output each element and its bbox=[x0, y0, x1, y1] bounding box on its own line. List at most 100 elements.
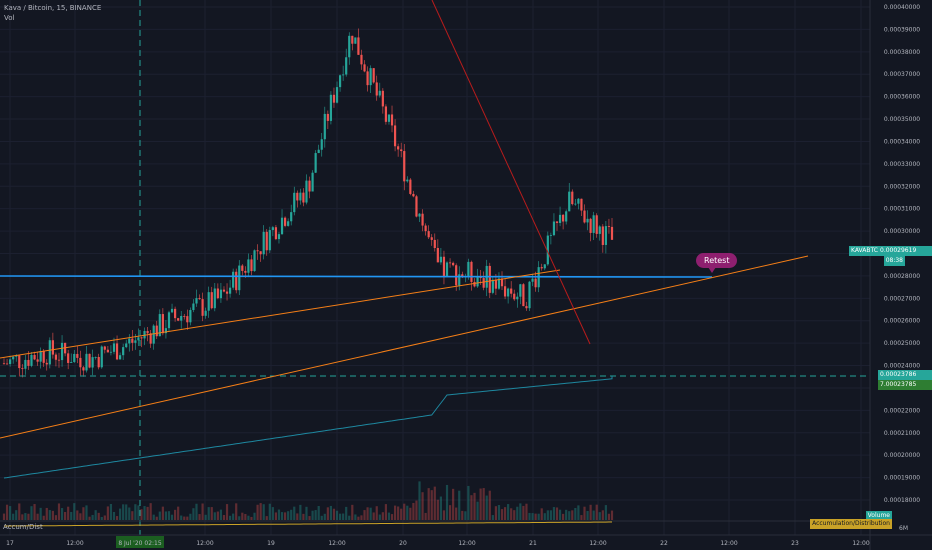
volume-bar bbox=[338, 513, 342, 520]
candle-body bbox=[473, 281, 476, 287]
candle-body bbox=[238, 265, 241, 291]
retest-callout[interactable]: Retest bbox=[696, 253, 738, 273]
volume-bar bbox=[464, 511, 467, 520]
candle-body bbox=[27, 359, 30, 366]
time-axis: 17 12:00 12:00 19 12:00 20 12:00 21 12:00 22 12:00… bbox=[6, 540, 870, 547]
candle-body bbox=[500, 278, 504, 287]
volume-bar bbox=[592, 510, 595, 520]
volume-bar bbox=[39, 507, 42, 520]
candle-body bbox=[277, 234, 281, 240]
candle-body bbox=[378, 90, 381, 96]
candle-body bbox=[18, 355, 21, 369]
volume-bar bbox=[183, 516, 186, 520]
candle-body bbox=[357, 37, 360, 55]
candle-body bbox=[112, 343, 116, 352]
candle-body bbox=[430, 237, 433, 240]
volume-bar bbox=[115, 516, 119, 520]
candle-body bbox=[338, 75, 342, 88]
volume-bar bbox=[262, 504, 265, 520]
volume-bar bbox=[57, 503, 61, 520]
volume-bar bbox=[436, 499, 439, 520]
candle-body bbox=[103, 346, 106, 350]
candle-body bbox=[522, 284, 525, 307]
volume-bar bbox=[513, 510, 516, 520]
volume-bar bbox=[384, 504, 388, 520]
candle-body bbox=[381, 90, 384, 107]
candle-body bbox=[204, 310, 207, 316]
volume-bar bbox=[311, 510, 314, 520]
volume-bar bbox=[253, 512, 256, 520]
candle-body bbox=[546, 235, 549, 265]
volume-bar bbox=[323, 513, 326, 520]
horizontal-support-line bbox=[0, 275, 713, 278]
volume-bar bbox=[70, 511, 73, 520]
time-tick-label: 23 bbox=[791, 540, 799, 547]
candle-body bbox=[235, 271, 238, 291]
candle-body bbox=[293, 192, 296, 213]
volume-bar bbox=[64, 511, 67, 520]
volume-bar bbox=[119, 508, 122, 520]
volume-bar bbox=[482, 488, 485, 520]
candle-body bbox=[586, 218, 589, 223]
candle-body bbox=[406, 179, 409, 182]
volume-bar bbox=[393, 505, 397, 520]
volume-bar bbox=[247, 515, 250, 520]
volume-bar bbox=[15, 510, 18, 520]
volume-bar bbox=[195, 503, 198, 520]
candle-body bbox=[198, 298, 201, 300]
candle-body bbox=[543, 264, 546, 269]
candle-body bbox=[42, 351, 45, 363]
volume-bar bbox=[161, 506, 164, 520]
candle-body bbox=[283, 217, 287, 226]
time-tick-label: 12:00 bbox=[589, 540, 606, 547]
candle-body bbox=[302, 192, 305, 203]
volume-bar bbox=[308, 516, 311, 520]
accum-tag: Accumulation/Distribution bbox=[810, 519, 892, 529]
time-highlight-box bbox=[116, 536, 164, 548]
volume-bar bbox=[73, 503, 76, 520]
candle-body bbox=[30, 354, 33, 366]
candle-body bbox=[592, 215, 595, 233]
candle-body bbox=[308, 180, 311, 192]
price-tick-label: 0.00028000 bbox=[884, 273, 920, 280]
volume-bar bbox=[467, 485, 470, 520]
candle-body bbox=[186, 316, 189, 323]
volume-bar bbox=[235, 503, 238, 520]
candle-body bbox=[33, 354, 36, 360]
volume-bar bbox=[424, 512, 427, 520]
volume-bar bbox=[540, 508, 543, 520]
candle-body bbox=[421, 213, 424, 226]
candle-body bbox=[555, 221, 559, 223]
candle-body bbox=[571, 191, 574, 205]
volume-bar bbox=[586, 510, 589, 520]
volume-bar bbox=[5, 504, 9, 520]
candle-body bbox=[152, 325, 155, 344]
volume-bar bbox=[76, 510, 79, 520]
candle-body bbox=[552, 221, 556, 236]
volume-bar bbox=[409, 507, 412, 520]
time-tick-label: 12:00 bbox=[458, 540, 475, 547]
downtrend-line bbox=[431, 0, 591, 345]
green-price-tag-1: 0.00023786 bbox=[878, 370, 932, 380]
volume-bar bbox=[27, 513, 30, 520]
countdown-tag: 08:38 bbox=[883, 256, 905, 266]
volume-bar bbox=[558, 509, 562, 520]
time-tick-label: 17 bbox=[6, 540, 14, 547]
volume-bar bbox=[372, 512, 375, 520]
candle-body bbox=[467, 261, 470, 277]
volume-bar bbox=[85, 505, 88, 520]
candle-body bbox=[228, 287, 232, 294]
volume-bar bbox=[103, 515, 106, 520]
volume-bar bbox=[326, 507, 329, 520]
volume-bar bbox=[607, 513, 611, 520]
volume-bar bbox=[598, 512, 601, 520]
time-tick-label: 12:00 bbox=[720, 540, 737, 547]
candle-body bbox=[390, 114, 394, 126]
volume-bar bbox=[149, 503, 152, 520]
volume-bar bbox=[516, 506, 519, 520]
candle-body bbox=[137, 337, 140, 341]
candle-body bbox=[60, 342, 64, 361]
volume-bar bbox=[345, 506, 348, 520]
volume-bar bbox=[455, 507, 458, 520]
